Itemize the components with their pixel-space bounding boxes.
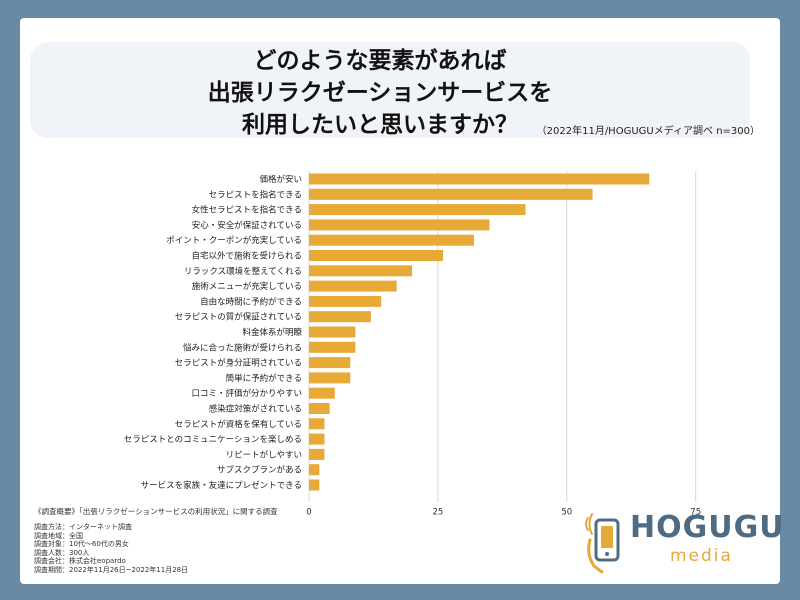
bar [309,479,320,491]
title-band [30,42,750,138]
bar [309,387,335,399]
chart-subtitle: （2022年11月/HOGUGUメディア調べ n=300） [536,126,760,137]
bar [309,265,413,277]
logo-subtext: media [670,546,733,566]
category-label: リラックス環境を整えてくれる [184,266,302,277]
chart-title-line-2: 出張リラクゼーションサービスを [207,80,553,106]
bar [309,372,351,384]
chart-title-line-1: どのような要素があれば [253,48,507,74]
bar [309,418,325,430]
category-label: 料金体系が明瞭 [242,327,302,338]
category-label: 価格が安い [259,174,302,185]
category-label: セラピストとのコミュニケーションを楽しめる [124,434,302,445]
logo-wordmark: HOGUGU [630,510,785,545]
category-label: セラピストが身分証明されている [175,358,302,369]
bar [309,311,371,323]
bar [309,464,320,476]
hogugu-media-logo: HOGUGU media [584,508,784,578]
category-label: 口コミ・評価が分かりやすい [191,388,302,399]
survey-row-period: 調査期間：2022年11月26日~2022年11月28日 [34,565,189,574]
bar [309,188,593,200]
x-tick-label: 0 [306,507,311,517]
bar [309,357,351,369]
category-label: サービスを家族・友達にプレゼントできる [141,480,302,491]
x-tick-label: 25 [432,507,443,517]
bar [309,234,474,246]
bar [309,280,397,292]
category-label: セラピストが資格を保有している [175,419,302,430]
survey-heading: 《調査概要》「出張リラクゼーションサービスの利用状況」に関する調査 [34,507,278,516]
category-label: セラピストを指名できる [209,189,302,200]
category-label: 簡単に予約ができる [226,373,302,384]
category-label: 女性セラピストを指名できる [192,205,302,216]
bar [309,448,325,460]
survey-row-count: 調査人数：300人 [34,548,90,557]
phone-hand-icon [585,513,620,574]
bar [309,219,490,231]
bar [309,341,356,353]
category-label: ポイント・クーポンが充実している [166,235,302,246]
survey-summary: 《調査概要》「出張リラクゼーションサービスの利用状況」に関する調査 調査方法：イ… [34,506,278,575]
x-tick-label: 50 [561,507,572,517]
bar [309,250,444,261]
chart-title-line-3: 利用したいと思いますか？ [242,112,518,138]
bar [309,403,330,414]
x-tick-label: 75 [690,507,701,517]
category-label: 感染症対策がされている [209,404,302,415]
bar [309,295,382,307]
bar [309,173,650,185]
category-label: サブスクプランがある [217,465,302,476]
category-label: 悩みに合った施術が受けられる [183,342,302,353]
category-label: リピートがしやすい [226,449,302,460]
category-label: セラピストの質が保証されている [175,312,302,323]
category-label: 自由な時間に予約ができる [200,296,302,307]
category-label: 安心・安全が保証されている [192,220,302,231]
survey-row-company: 調査会社：株式会社eopardo [34,557,126,566]
bar [309,204,526,216]
survey-row-target: 調査対象：10代～60代の男女 [34,540,129,549]
survey-row-method: 調査方法：インターネット調査 [34,523,132,531]
bar [309,326,356,338]
category-label: 施術メニューが充実している [192,281,302,292]
survey-row-region: 調査地域：全国 [34,531,83,540]
category-label: 自宅以外で施術を受けられる [191,251,302,262]
bar [309,433,325,445]
